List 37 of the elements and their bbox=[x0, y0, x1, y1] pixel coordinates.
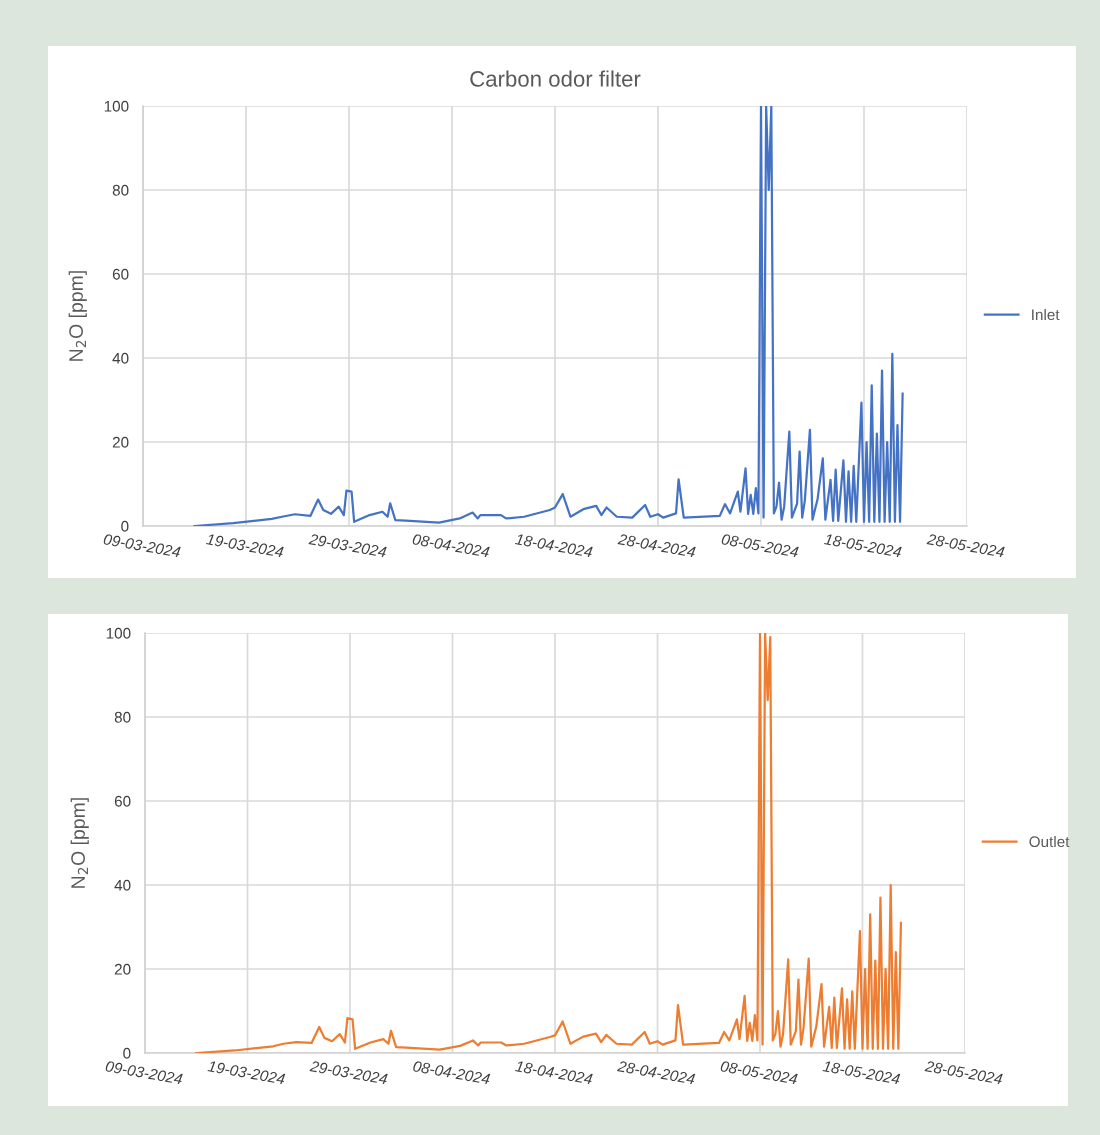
y-tick-label: 40 bbox=[114, 879, 131, 891]
y-tick-label: 80 bbox=[114, 711, 131, 723]
legend-label: Outlet bbox=[1029, 835, 1070, 848]
line-series bbox=[195, 633, 903, 1053]
x-tick-label: 19-03-2024 bbox=[205, 533, 284, 558]
y-tick-label: 100 bbox=[104, 100, 129, 112]
x-tick-label: 28-04-2024 bbox=[617, 533, 696, 558]
y-tick-label: 60 bbox=[114, 795, 131, 807]
y-tick-label: 0 bbox=[123, 1047, 131, 1059]
x-tick-label: 08-04-2024 bbox=[412, 533, 490, 558]
x-tick-label: 29-03-2024 bbox=[309, 1060, 388, 1085]
chart-title: Carbon odor filter bbox=[470, 70, 641, 87]
y-axis-title: N$_{2}$O [ppm] bbox=[70, 798, 89, 888]
x-tick-label: 08-04-2024 bbox=[412, 1060, 491, 1085]
x-tick-label: 18-04-2024 bbox=[514, 1060, 593, 1085]
x-tick-label: 18-05-2024 bbox=[822, 1060, 901, 1085]
y-axis-title: N$_{2}$O [ppm] bbox=[68, 271, 87, 361]
x-tick-label: 28-04-2024 bbox=[616, 1060, 696, 1085]
x-tick-label: 28-05-2024 bbox=[926, 533, 1005, 558]
y-tick-label: 100 bbox=[106, 627, 131, 639]
y-tick-label: 60 bbox=[112, 268, 129, 280]
x-tick-label: 28-05-2024 bbox=[924, 1060, 1003, 1085]
x-tick-label: 08-05-2024 bbox=[721, 533, 799, 558]
x-tick-label: 18-04-2024 bbox=[514, 533, 593, 558]
y-tick-label: 0 bbox=[121, 520, 129, 532]
y-tick-label: 40 bbox=[112, 352, 129, 364]
x-tick-label: 29-03-2024 bbox=[308, 533, 387, 558]
x-tick-label: 08-05-2024 bbox=[720, 1060, 798, 1085]
x-tick-label: 18-05-2024 bbox=[823, 533, 902, 558]
line-series bbox=[193, 106, 904, 526]
x-tick-label: 19-03-2024 bbox=[207, 1060, 286, 1085]
y-tick-label: 20 bbox=[112, 436, 129, 448]
x-tick-label: 09-03-2024 bbox=[103, 533, 181, 558]
y-tick-label: 80 bbox=[112, 184, 129, 196]
x-tick-label: 09-03-2024 bbox=[105, 1060, 183, 1085]
legend-label: Inlet bbox=[1032, 308, 1060, 321]
y-tick-label: 20 bbox=[114, 963, 131, 975]
